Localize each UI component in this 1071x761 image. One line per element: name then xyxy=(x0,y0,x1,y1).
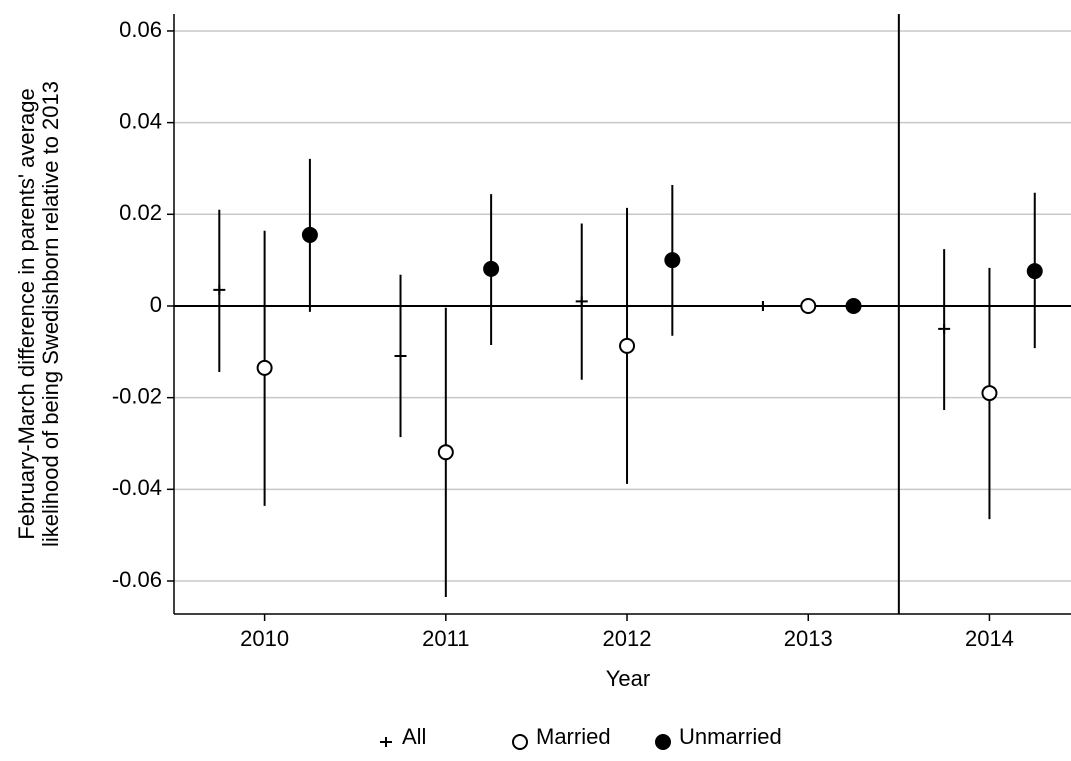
marker xyxy=(394,350,407,361)
y-axis-label: February-March difference in parents' av… xyxy=(14,88,39,539)
legend-label: Married xyxy=(536,724,611,749)
marker xyxy=(256,359,273,376)
marker xyxy=(664,252,681,269)
y-tick-label: -0.02 xyxy=(112,383,162,408)
legend-label: Unmarried xyxy=(679,724,782,749)
marker xyxy=(575,296,588,307)
y-tick-label: 0.02 xyxy=(119,200,162,225)
x-tick-label: 2014 xyxy=(965,626,1014,651)
marker xyxy=(938,323,951,334)
legend-label: All xyxy=(402,724,426,749)
x-tick-label: 2010 xyxy=(240,626,289,651)
marker xyxy=(800,297,817,314)
marker xyxy=(213,284,226,295)
marker xyxy=(301,226,318,243)
y-tick-label: -0.04 xyxy=(112,475,162,500)
x-tick-label: 2013 xyxy=(784,626,833,651)
y-tick-label: 0 xyxy=(150,292,162,317)
y-axis-label: likelihood of being Swedishborn relative… xyxy=(38,81,63,547)
legend-marker xyxy=(655,734,671,750)
y-tick-label: 0.06 xyxy=(119,17,162,42)
x-tick-label: 2012 xyxy=(603,626,652,651)
x-axis-label: Year xyxy=(606,666,650,691)
marker xyxy=(981,385,998,402)
marker xyxy=(1026,263,1043,280)
marker xyxy=(756,300,769,311)
y-tick-label: 0.04 xyxy=(119,108,162,133)
x-tick-label: 2011 xyxy=(422,626,469,651)
y-tick-label: -0.06 xyxy=(112,567,162,592)
marker xyxy=(437,444,454,461)
legend-marker xyxy=(512,734,528,750)
marker xyxy=(619,337,636,354)
marker xyxy=(483,260,500,277)
marker xyxy=(845,297,862,314)
legend-marker xyxy=(380,737,392,747)
